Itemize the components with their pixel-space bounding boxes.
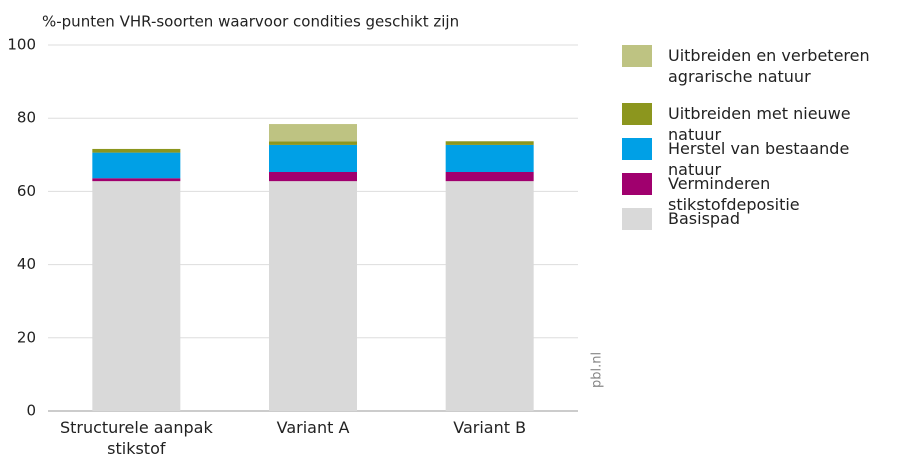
legend-item: Uitbreiden met nieuwe natuur <box>622 103 912 145</box>
y-tick-label: 80 <box>17 109 36 127</box>
bar-segment <box>269 124 357 142</box>
bar-segment <box>445 172 534 182</box>
y-tick-label: 20 <box>17 328 36 346</box>
source: pbl.nl <box>590 352 605 388</box>
legend-label: Herstel van bestaande natuur <box>668 139 850 179</box>
bar-segment <box>92 181 181 411</box>
bar-segment <box>269 144 357 173</box>
legend-swatch <box>622 103 652 125</box>
y-tick-label: 0 <box>26 402 36 420</box>
legend-item: Uitbreiden en verbeteren agrarische natu… <box>622 45 912 87</box>
y-tick-label: 100 <box>7 36 36 54</box>
x-tick-label: Variant B <box>453 418 527 437</box>
chart-title: %-punten VHR-soorten waarvoor condities … <box>42 13 459 31</box>
x-tick-label: Variant A <box>276 418 350 437</box>
legend-swatch <box>622 45 652 67</box>
bar-segment <box>445 181 534 411</box>
legend-label: Uitbreiden met nieuwe natuur <box>668 104 851 144</box>
legend-item: Verminderen stikstofdepositie <box>622 173 912 215</box>
bar-segment <box>92 148 181 153</box>
legend-swatch <box>622 208 652 230</box>
y-tick-label: 60 <box>17 182 36 200</box>
legend-label: Verminderen stikstofdepositie <box>668 174 800 214</box>
bar-segment <box>92 152 181 179</box>
legend-item: Basispad <box>622 208 912 230</box>
legend-item: Herstel van bestaande natuur <box>622 138 912 180</box>
legend-label: Uitbreiden en verbeteren agrarische natu… <box>668 46 870 86</box>
bar-segment <box>269 172 357 182</box>
bar-segment <box>445 144 534 173</box>
legend-label: Basispad <box>668 209 741 228</box>
bar-segment <box>92 178 181 182</box>
y-tick-label: 40 <box>17 255 36 273</box>
legend-swatch <box>622 173 652 195</box>
legend-swatch <box>622 138 652 160</box>
x-tick-label: Structurele aanpak stikstof <box>59 418 213 458</box>
bar-segment <box>269 181 357 411</box>
bar-segment <box>445 141 534 145</box>
bar-segment <box>269 141 357 145</box>
